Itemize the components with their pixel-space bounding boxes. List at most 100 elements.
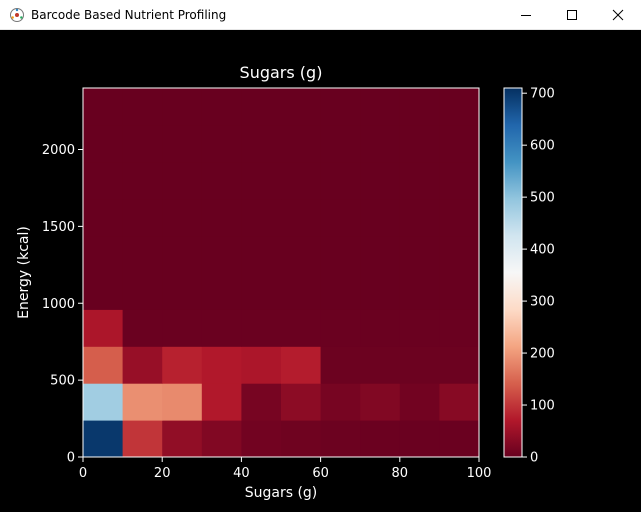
heatmap-cell [320,235,361,273]
heatmap-cell [360,161,401,200]
heatmap-cell [320,88,361,126]
heatmap-cell [360,420,401,458]
x-axis: 0 20 40 60 80 100 [79,457,492,481]
heatmap-cell [320,124,361,163]
heatmap-cell [241,309,282,347]
heatmap-cell [241,272,282,310]
heatmap-cell [201,124,242,163]
heatmap-cell [241,346,282,384]
heatmap-cell [162,124,203,163]
heatmap-cell [83,198,124,237]
y-axis: 0 500 1000 1500 2000 [42,143,83,466]
colorbar-tick-label: 300 [530,295,555,310]
heatmap-cell [320,198,361,237]
heatmap-cell [122,383,163,421]
heatmap-cell [439,383,480,421]
heatmap-cell [162,88,203,126]
heatmap-cell [399,124,440,163]
heatmap-cell [241,420,282,458]
heatmap-cell [360,198,401,237]
heatmap-cell [122,420,163,458]
figure-canvas: 0 20 40 60 80 100 0 500 1000 1500 2000 Sugars (g)… [0,30,641,508]
y-tick-label: 0 [67,451,75,466]
heatmap-cell [399,272,440,310]
colorbar-tick-label: 100 [530,399,555,414]
heatmap-cell [439,161,480,200]
heatmap-cell [122,309,163,347]
heatmap-cell [360,235,401,273]
heatmap-cell [439,309,480,347]
heatmap-cell [162,272,203,310]
heatmap-cell [399,235,440,273]
heatmap-cell [122,346,163,384]
x-tick-label: 20 [154,466,171,481]
heatmap-cell [320,383,361,421]
heatmap-cell [122,235,163,273]
heatmap-cell [201,346,242,384]
heatmap-cell [201,272,242,310]
heatmap-cell [439,346,480,384]
heatmap-cell [201,161,242,200]
heatmap-cell [281,383,322,421]
window-title: Barcode Based Nutrient Profiling [31,8,227,22]
heatmap-cell [320,309,361,347]
heatmap-cell [399,420,440,458]
colorbar-tick-label: 0 [530,451,538,466]
heatmap-cell [83,383,124,421]
title-bar[interactable]: Barcode Based Nutrient Profiling [0,0,641,30]
heatmap-cell [281,88,322,126]
heatmap-cell [83,161,124,200]
heatmap-cell [201,420,242,458]
heatmap-cell [241,383,282,421]
y-tick-label: 500 [50,374,75,389]
x-tick-label: 0 [79,466,87,481]
heatmap-cell [201,88,242,126]
heatmap-cell [83,235,124,273]
heatmap-cell [399,346,440,384]
heatmap-cell [162,235,203,273]
heatmap-cell [162,346,203,384]
app-icon [10,8,24,22]
heatmap-cell [281,161,322,200]
heatmap-cell [360,309,401,347]
heatmap-cell [162,383,203,421]
heatmap-cell [241,198,282,237]
minimize-button[interactable] [503,0,549,30]
heatmap-cell [162,161,203,200]
plot-frame [82,87,480,458]
heatmap-cell [162,420,203,458]
heatmap-cell [360,88,401,126]
colorbar-tick-label: 200 [530,347,555,362]
heatmap-cell [241,161,282,200]
heatmap-cell [83,420,124,458]
colorbar-tick-label: 700 [530,87,555,102]
heatmap-cell [320,161,361,200]
heatmap-cell [241,124,282,163]
close-button[interactable] [595,0,641,30]
heatmap-cell [439,198,480,237]
heatmap-cell [281,309,322,347]
y-tick-label: 2000 [42,143,75,158]
heatmap-cell [241,88,282,126]
heatmap-cell [241,235,282,273]
x-tick-label: 60 [312,466,329,481]
chart-title: Sugars (g) [240,63,323,82]
x-tick-label: 100 [467,466,492,481]
heatmap-cell [201,383,242,421]
heatmap-cell [281,124,322,163]
heatmap-cell [83,88,124,126]
maximize-button[interactable] [549,0,595,30]
y-axis-label: Energy (kcal) [16,226,32,319]
heatmap-cell [122,88,163,126]
heatmap-cell [122,272,163,310]
heatmap-cell [399,161,440,200]
heatmap-cell [162,198,203,237]
heatmap-cell [83,124,124,163]
x-axis-label: Sugars (g) [245,485,318,501]
heatmap-cell [281,198,322,237]
heatmap-cell [360,346,401,384]
heatmap-cell [439,272,480,310]
heatmap-cell [83,309,124,347]
